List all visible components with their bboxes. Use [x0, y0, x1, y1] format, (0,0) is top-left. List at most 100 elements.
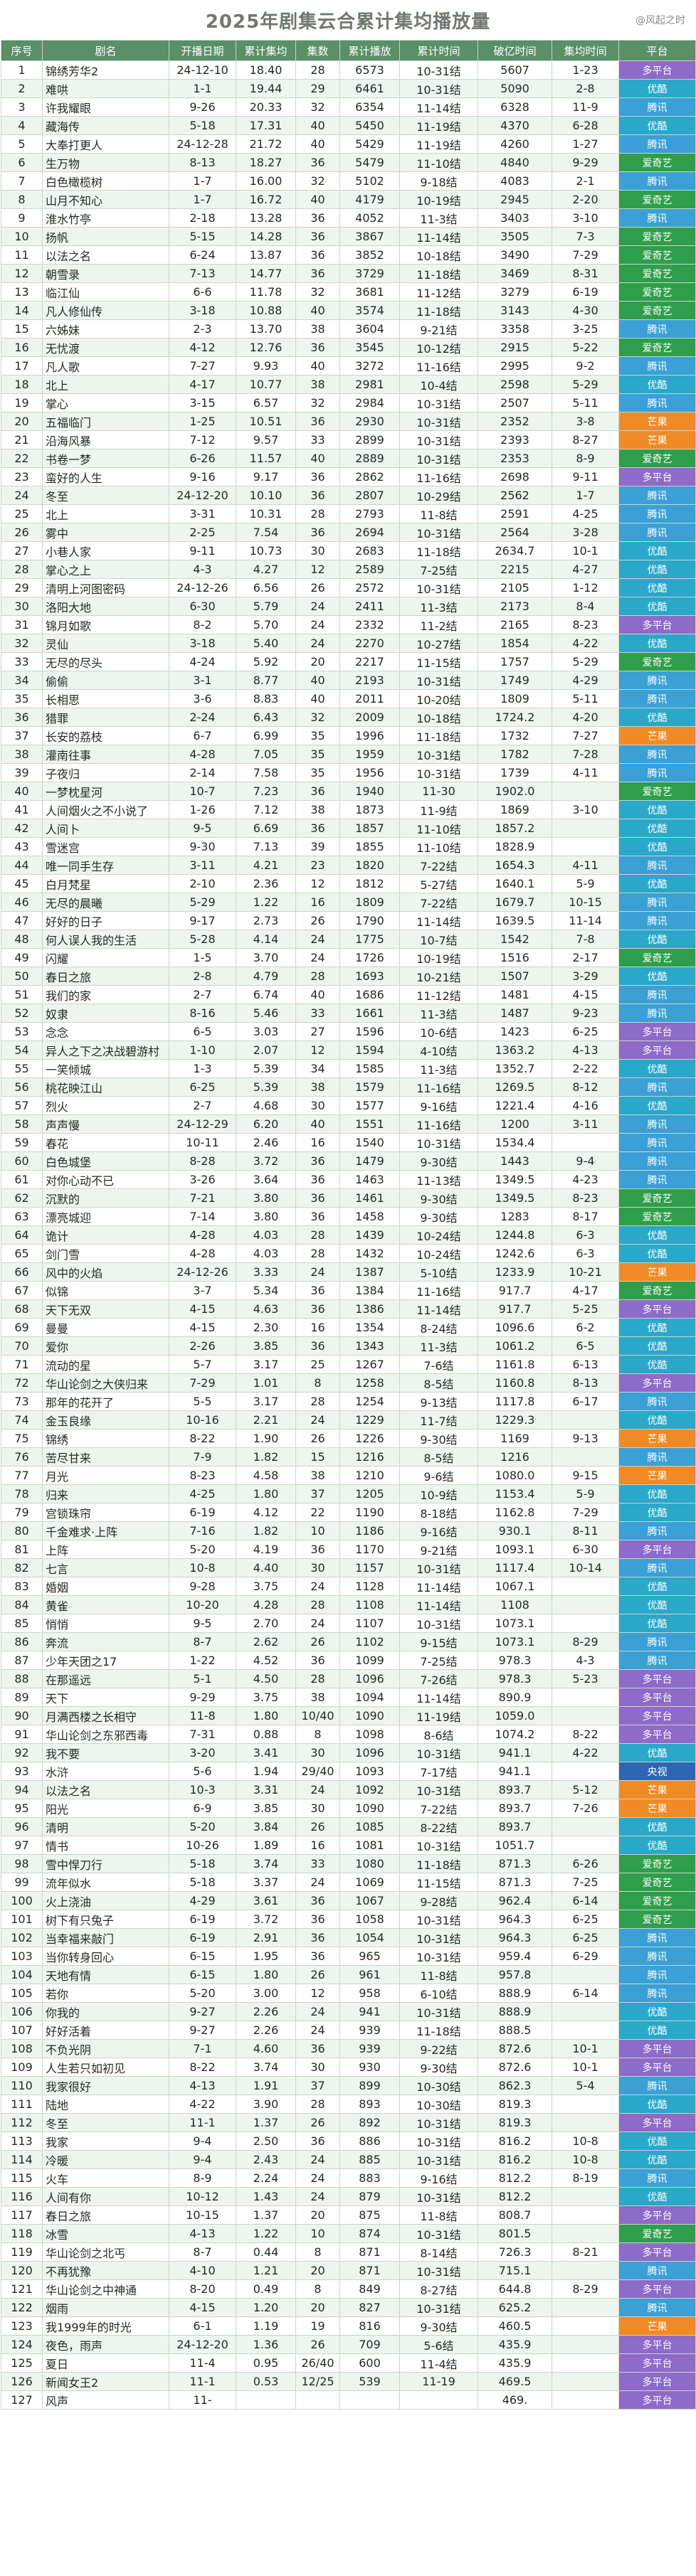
cell-cum-date: 5-10结 — [399, 1262, 478, 1282]
cell-episodes: 30 — [295, 1558, 340, 1577]
cell-total: 1686 — [339, 985, 400, 1004]
table-row: 48 何人误人我的生活 5-28 4.14 24 1775 10-7结 1542 7-8 优酷 — [1, 930, 696, 949]
cell-title: 归来 — [42, 1484, 169, 1503]
cell-avg-date — [552, 2298, 619, 2317]
cell-premiere: 3-18 — [169, 301, 236, 320]
cell-avg: 1.22 — [236, 893, 296, 912]
cell-avg: 6.56 — [236, 578, 296, 597]
cell-avg-date — [552, 1688, 619, 1707]
cell-premiere: 2-3 — [169, 319, 236, 339]
cell-cum-date: 9-28结 — [399, 1891, 478, 1910]
table-row: 105 若你 5-20 3.00 12 958 6-10结 888.9 6-14 腾讯 — [1, 1984, 696, 2003]
table-row: 74 金玉良缘 10-16 2.21 24 1229 11-7结 1229.3 优酷 — [1, 1410, 696, 1430]
cell-premiere: 6-15 — [169, 1947, 236, 1966]
cell-rank: 97 — [1, 1836, 43, 1855]
table-row: 51 我们的家 2-7 6.74 40 1686 11-12结 1481 4-15 腾讯 — [1, 985, 696, 1004]
cell-billion-date: 435.9 — [478, 2353, 552, 2373]
table-row: 75 锦绣 8-22 1.90 26 1226 9-30结 1169 9-13 芒果 — [1, 1429, 696, 1448]
cell-avg: 18.40 — [236, 60, 296, 80]
cell-cum-date: 10-31结 — [399, 523, 478, 542]
cell-avg: 5.70 — [236, 615, 296, 634]
cell-episodes: 26 — [295, 911, 340, 930]
cell-avg: 4.52 — [236, 1651, 296, 1670]
cell-avg: 13.87 — [236, 245, 296, 265]
cell-billion-date: 1749 — [478, 671, 552, 690]
cell-title: 藏海传 — [42, 116, 169, 135]
cell-rank: 103 — [1, 1947, 43, 1966]
cell-premiere: 2-10 — [169, 874, 236, 893]
cell-platform: 爱奇艺 — [618, 652, 696, 671]
cell-avg-date — [552, 837, 619, 856]
cell-episodes: 24 — [295, 1873, 340, 1892]
table-row: 126 新闻女王2 11-1 0.53 12/25 539 11-19 469.5 多平台 — [1, 2372, 696, 2391]
cell-avg-date — [552, 2113, 619, 2132]
cell-rank: 21 — [1, 430, 43, 449]
cell-cum-date: 10-31结 — [399, 578, 478, 597]
cell-platform: 优酷 — [618, 1743, 696, 1762]
table-row: 38 灌南往事 4-28 7.05 35 1959 10-31结 1782 7-28 腾讯 — [1, 745, 696, 764]
cell-cum-date: 9-16结 — [399, 2168, 478, 2188]
cell-cum-date: 9-21结 — [399, 1540, 478, 1559]
cell-avg: 6.74 — [236, 985, 296, 1004]
cell-rank: 99 — [1, 1873, 43, 1892]
table-row: 66 风中的火焰 24-12-26 3.33 24 1387 5-10结 1233.9 10-2… — [1, 1262, 696, 1282]
cell-cum-date: 10-31结 — [399, 1928, 478, 1947]
cell-episodes: 26 — [295, 1817, 340, 1836]
cell-billion-date: 1161.8 — [478, 1355, 552, 1374]
cell-rank: 79 — [1, 1503, 43, 1522]
cell-rank: 87 — [1, 1651, 43, 1670]
cell-title: 冰雪 — [42, 2224, 169, 2243]
cell-platform: 腾讯 — [618, 671, 696, 690]
cell-title: 一笑倾城 — [42, 1059, 169, 1078]
cell-avg: 2.07 — [236, 1040, 296, 1060]
cell-avg-date: 7-25 — [552, 1873, 619, 1892]
cell-platform: 爱奇艺 — [618, 948, 696, 967]
cell-premiere: 5-18 — [169, 116, 236, 135]
table-row: 107 好好活着 9-27 2.26 24 939 11-18结 888.5 优酷 — [1, 2021, 696, 2040]
table-row: 79 宫锁珠帘 6-19 4.12 22 1190 8-18结 1162.8 7-29 优酷 — [1, 1503, 696, 1522]
cell-rank: 121 — [1, 2279, 43, 2299]
table-row: 49 闪耀 1-5 3.70 24 1726 10-19结 1516 2-17 爱奇艺 — [1, 948, 696, 967]
cell-avg-date — [552, 1410, 619, 1430]
cell-platform: 多平台 — [618, 2113, 696, 2132]
cell-episodes: 36 — [295, 782, 340, 801]
cell-rank: 116 — [1, 2187, 43, 2206]
cell-total: 871 — [339, 2261, 400, 2280]
cell-avg-date — [552, 2372, 619, 2391]
cell-avg-date: 4-27 — [552, 560, 619, 579]
cell-billion-date: 3279 — [478, 282, 552, 302]
cell-avg: 1.94 — [236, 1762, 296, 1781]
cell-rank: 102 — [1, 1928, 43, 1947]
cell-platform: 腾讯 — [618, 134, 696, 154]
cell-platform: 多平台 — [618, 1688, 696, 1707]
cell-platform: 多平台 — [618, 1299, 696, 1319]
cell-cum-date: 11-14结 — [399, 1688, 478, 1707]
cell-premiere: 5-18 — [169, 1854, 236, 1873]
cell-total: 1594 — [339, 1040, 400, 1060]
cell-rank: 46 — [1, 893, 43, 912]
cell-premiere: 24-12-10 — [169, 60, 236, 80]
cell-total: 1693 — [339, 967, 400, 986]
cell-platform: 爱奇艺 — [618, 1281, 696, 1300]
cell-avg-date: 8-29 — [552, 2279, 619, 2299]
cell-avg: 2.30 — [236, 1318, 296, 1337]
cell-episodes: 36 — [295, 819, 340, 838]
cell-avg: 1.82 — [236, 1521, 296, 1540]
cell-avg-date: 5-22 — [552, 338, 619, 357]
cell-avg: 3.75 — [236, 1688, 296, 1707]
cell-cum-date: 10-31结 — [399, 1910, 478, 1929]
cell-total: 3852 — [339, 245, 400, 265]
cell-platform: 芒果 — [618, 1466, 696, 1485]
cell-title: 悄悄 — [42, 1614, 169, 1633]
cell-billion-date: 1352.7 — [478, 1059, 552, 1078]
cell-platform: 爱奇艺 — [618, 1891, 696, 1910]
cell-total: 1216 — [339, 1447, 400, 1467]
cell-title: 情书 — [42, 1836, 169, 1855]
cell-rank: 29 — [1, 578, 43, 597]
cell-billion-date: 816.2 — [478, 2150, 552, 2169]
table-row: 1 锦绣芳华2 24-12-10 18.40 28 6573 10-31结 5607 1-23 多… — [1, 60, 696, 80]
cell-title: 唯一同手生存 — [42, 856, 169, 875]
cell-rank: 31 — [1, 615, 43, 634]
cell-avg: 5.39 — [236, 1059, 296, 1078]
cell-avg-date: 8-27 — [552, 430, 619, 449]
